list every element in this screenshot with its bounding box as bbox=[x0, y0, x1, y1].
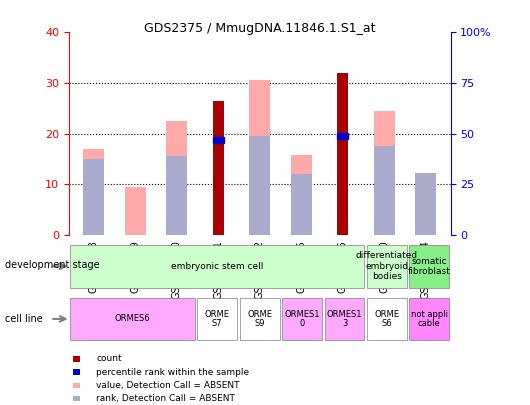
Bar bbox=[367, 298, 407, 340]
Bar bbox=[291, 155, 312, 235]
Text: percentile rank within the sample: percentile rank within the sample bbox=[96, 368, 250, 377]
Bar bbox=[415, 183, 436, 235]
Bar bbox=[166, 156, 187, 235]
Text: value, Detection Call = ABSENT: value, Detection Call = ABSENT bbox=[96, 381, 240, 390]
Bar bbox=[409, 245, 449, 288]
Bar bbox=[374, 146, 394, 235]
Text: rank, Detection Call = ABSENT: rank, Detection Call = ABSENT bbox=[96, 394, 235, 403]
Bar bbox=[337, 133, 348, 139]
Text: not appli
cable: not appli cable bbox=[411, 309, 448, 328]
Text: ORME
S6: ORME S6 bbox=[374, 309, 400, 328]
Text: GDS2375 / MmugDNA.11846.1.S1_at: GDS2375 / MmugDNA.11846.1.S1_at bbox=[144, 22, 375, 35]
Bar bbox=[125, 187, 146, 235]
Text: ORMES1
3: ORMES1 3 bbox=[327, 309, 362, 328]
Bar bbox=[83, 159, 104, 235]
Text: ORMES6: ORMES6 bbox=[114, 314, 151, 324]
Bar bbox=[73, 369, 79, 375]
Bar bbox=[73, 396, 79, 401]
Bar bbox=[337, 73, 348, 235]
Text: ORMES1
0: ORMES1 0 bbox=[285, 309, 320, 328]
Bar bbox=[249, 81, 270, 235]
Text: cell line: cell line bbox=[5, 314, 43, 324]
Bar bbox=[249, 136, 270, 235]
Bar bbox=[73, 383, 79, 388]
Bar bbox=[291, 174, 312, 235]
Bar bbox=[213, 101, 224, 235]
Text: count: count bbox=[96, 354, 122, 363]
Bar bbox=[70, 245, 365, 288]
Bar bbox=[324, 298, 365, 340]
Bar bbox=[166, 121, 187, 235]
Bar bbox=[415, 173, 436, 235]
Bar bbox=[213, 137, 224, 143]
Bar bbox=[409, 298, 449, 340]
Bar bbox=[197, 298, 237, 340]
Bar bbox=[83, 149, 104, 235]
Text: embryonic stem cell: embryonic stem cell bbox=[171, 262, 263, 271]
Bar bbox=[70, 298, 195, 340]
Text: differentiated
embryoid
bodies: differentiated embryoid bodies bbox=[356, 252, 418, 281]
Bar bbox=[73, 356, 79, 362]
Text: development stage: development stage bbox=[5, 260, 100, 270]
Text: ORME
S7: ORME S7 bbox=[205, 309, 230, 328]
Bar bbox=[240, 298, 280, 340]
Bar bbox=[367, 245, 407, 288]
Bar bbox=[282, 298, 322, 340]
Bar bbox=[374, 111, 394, 235]
Text: ORME
S9: ORME S9 bbox=[247, 309, 272, 328]
Text: somatic
fibroblast: somatic fibroblast bbox=[408, 257, 450, 276]
